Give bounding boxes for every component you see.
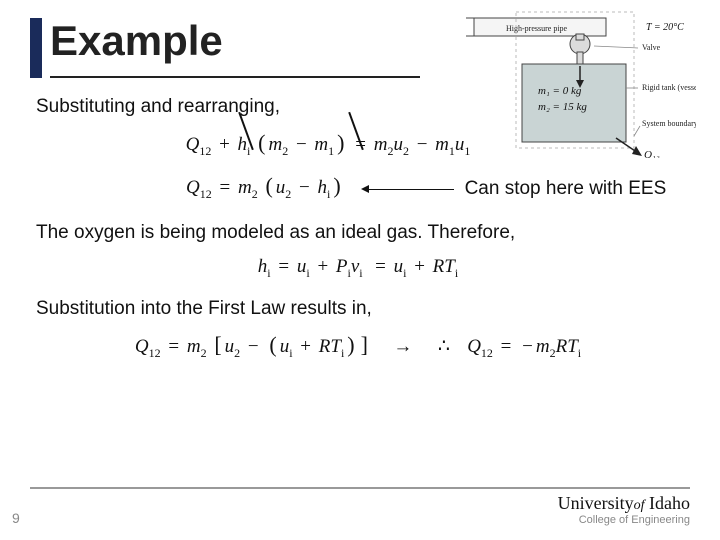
univ-word-1: University (558, 493, 634, 513)
equation-3: hi = ui + Pivi = ui + RTi (258, 256, 458, 281)
equation-2-row: Q12 = m2 (u2 − hi) Can stop here with EE… (36, 173, 680, 202)
page-number: 9 (12, 510, 20, 526)
boundary-label: System boundary (642, 119, 696, 128)
temp-label: T = 20°C (646, 22, 684, 33)
univ-of: of (634, 498, 645, 513)
slide-title: Example (50, 18, 223, 64)
equation-1: Q12 + hi (m2 − m1) = m2u2 − m1u1 (186, 130, 471, 159)
equation-4-row: Q12 = m2 [u2 − (ui + RTi)] → ∴ Q12 = −m2… (36, 332, 680, 361)
univ-name: Idaho (649, 493, 690, 513)
arrow-icon (364, 185, 454, 193)
implies-icon: → (375, 336, 430, 358)
college-name: College of Engineering (558, 514, 690, 526)
equation-3-row: hi = ui + Pivi = ui + RTi (36, 256, 680, 281)
ees-note: Can stop here with EES (465, 178, 667, 200)
title-accent-bar (30, 18, 42, 78)
equation-2: Q12 = m2 (u2 − hi) (186, 173, 344, 202)
slide-content: High-pressure pipe T = 20°C Valve Rigid … (0, 0, 720, 540)
footer: 9 Universityof Idaho College of Engineer… (0, 487, 720, 526)
tank-label: Rigid tank (vessel) (642, 83, 696, 92)
equation-4-left: Q12 = m2 [u2 − (ui + RTi)] (135, 332, 371, 361)
equation-1-row: Q12 + hi (m2 − m1) = m2u2 − m1u1 (0, 130, 680, 159)
pipe-label: High-pressure pipe (506, 24, 568, 33)
equation-4-right: ∴ Q12 = −m2RTi (435, 335, 581, 361)
text-line-3: Substitution into the First Law results … (36, 298, 680, 320)
university-logo: Universityof Idaho College of Engineerin… (558, 493, 690, 526)
text-line-2: The oxygen is being modeled as an ideal … (36, 222, 680, 244)
m1-label: m₁ = 0 kg (538, 85, 582, 97)
m2-label: m₂ = 15 kg (538, 101, 587, 113)
valve-label: Valve (642, 43, 661, 52)
footer-rule (30, 487, 690, 489)
